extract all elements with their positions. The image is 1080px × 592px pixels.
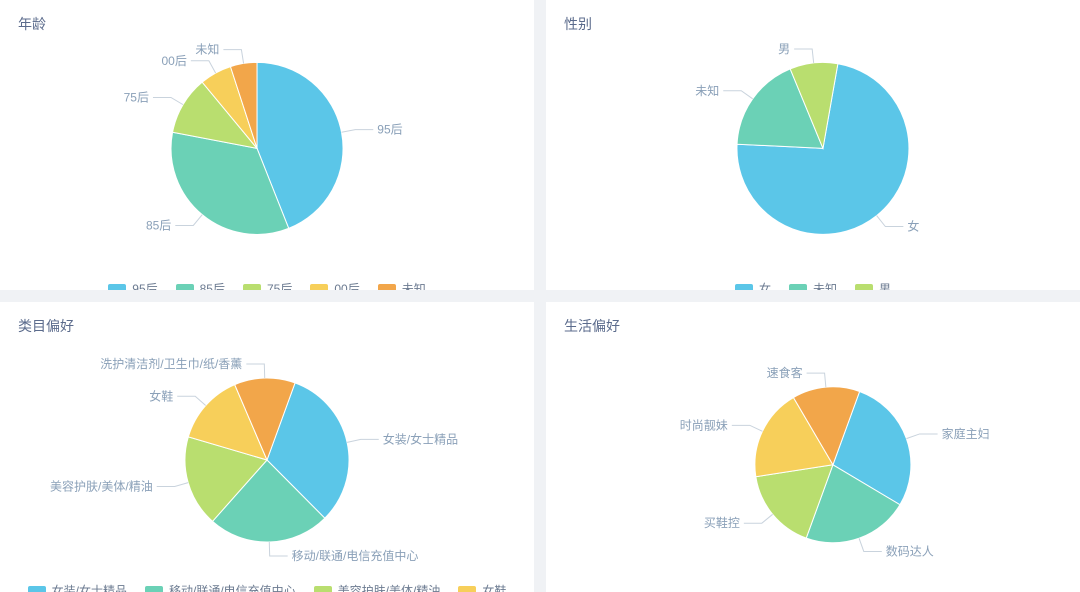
panel-life: 生活偏好 家庭主妇数码达人 买鞋控 时尚靓妹 速食客 [546,302,1080,592]
chart-area-age: 95后 85后 75后 00后未知 [18,38,516,278]
legend-item[interactable]: 85后 [176,280,225,290]
legend-item[interactable]: 未知 [789,280,837,290]
slice-leader [906,434,937,439]
legend-item[interactable]: 95后 [108,280,157,290]
slice-leader [723,91,752,99]
legend-label: 女鞋 [482,582,506,592]
panel-category: 类目偏好 女装/女士精品移动/联通/电信充值中心美容护肤/美体/精油女鞋洗护清洁… [0,302,534,592]
slice-label: 75后 [124,90,149,104]
slice-leader [807,373,826,387]
slice-label: 速食客 [767,365,803,380]
slice-label: 女装/女士精品 [383,431,458,446]
legend-label: 美容护肤/美体/精油 [338,582,441,592]
chart-area-life: 家庭主妇数码达人 买鞋控 时尚靓妹 速食客 [564,340,1062,580]
slice-leader [859,538,882,551]
slice-leader [223,50,243,64]
pie-life: 家庭主妇数码达人 买鞋控 时尚靓妹 速食客 [564,340,1062,580]
legend-label: 男 [879,280,891,290]
panel-title: 性别 [564,14,1062,34]
legend-swatch [789,284,807,291]
pie-category: 女装/女士精品移动/联通/电信充值中心 美容护肤/美体/精油 女鞋 洗护清洁剂/卫生巾… [18,340,516,580]
slice-leader [191,61,216,73]
slice-label: 未知 [695,84,719,98]
legend-swatch [735,284,753,291]
legend-label: 移动/联通/电信充值中心 [169,582,296,592]
legend-item[interactable]: 00后 [310,280,359,290]
pie-gender: 女 未知 男 [564,38,1062,278]
legend-swatch [310,284,328,291]
legend-category: 女装/女士精品 移动/联通/电信充值中心 美容护肤/美体/精油 女鞋 [18,580,516,592]
panel-title: 类目偏好 [18,316,516,336]
slice-label: 85后 [146,218,171,232]
slice-leader [177,396,205,405]
slice-leader [342,130,374,133]
slice-label: 家庭主妇 [942,426,990,441]
slice-label: 数码达人 [886,543,934,558]
slice-leader [744,514,773,523]
dashboard-grid: 年龄 95后85后75后00后未知 95后85后75后00后未知 性别 女未知男… [0,0,1080,592]
legend-label: 未知 [813,280,837,290]
panel-age: 年龄 95后85后75后00后未知 95后85后75后00后未知 [0,0,534,290]
legend-label: 85后 [200,280,225,290]
slice-label: 男 [778,42,790,56]
slice-label: 女 [907,219,919,234]
legend-swatch [243,284,261,291]
slice-label: 95后 [377,123,402,137]
slice-leader [157,483,188,487]
legend-swatch [176,284,194,291]
slice-label: 移动/联通/电信充值中心 [292,548,419,563]
slice-label: 女鞋 [149,388,173,403]
legend-swatch [314,586,332,592]
legend-swatch [458,586,476,592]
slice-label: 美容护肤/美体/精油 [50,478,153,493]
slice-leader [175,215,202,226]
slice-leader [732,425,763,431]
panel-title: 生活偏好 [564,316,1062,336]
slice-label: 洗护清洁剂/卫生巾/纸/香薰 [100,356,242,371]
legend-label: 女 [759,280,771,290]
slice-label: 买鞋控 [704,515,740,530]
slice-leader [269,542,287,556]
legend-label: 女装/女士精品 [52,582,127,592]
legend-item[interactable]: 美容护肤/美体/精油 [314,582,441,592]
legend-item[interactable]: 75后 [243,280,292,290]
legend-age: 95后 85后 75后 00后 未知 [18,278,516,290]
legend-label: 75后 [267,280,292,290]
slice-leader [794,49,814,63]
legend-gender: 女 未知 男 [564,278,1062,290]
legend-swatch [145,586,163,592]
slice-leader [877,216,904,227]
legend-life [564,580,1062,582]
slice-label: 时尚靓妹 [680,418,728,432]
legend-item[interactable]: 女鞋 [458,582,506,592]
chart-area-gender: 女 未知 男 [564,38,1062,278]
pie-age: 95后 85后 75后 00后未知 [18,38,516,278]
slice-leader [347,439,379,442]
slice-label: 未知 [195,43,219,57]
legend-item[interactable]: 男 [855,280,891,290]
legend-swatch [855,284,873,291]
legend-item[interactable]: 移动/联通/电信充值中心 [145,582,296,592]
legend-item[interactable]: 未知 [378,280,426,290]
panel-title: 年龄 [18,14,516,34]
panel-gender: 性别 女未知男 女未知男 [546,0,1080,290]
slice-label: 00后 [162,54,187,68]
chart-area-category: 女装/女士精品移动/联通/电信充值中心 美容护肤/美体/精油 女鞋 洗护清洁剂/卫生巾… [18,340,516,580]
legend-item[interactable]: 女 [735,280,771,290]
legend-swatch [108,284,126,291]
legend-label: 未知 [402,280,426,290]
legend-swatch [28,586,46,592]
legend-label: 95后 [132,280,157,290]
slice-leader [246,364,264,378]
legend-label: 00后 [334,280,359,290]
legend-swatch [378,284,396,291]
legend-item[interactable]: 女装/女士精品 [28,582,127,592]
slice-leader [153,97,183,104]
